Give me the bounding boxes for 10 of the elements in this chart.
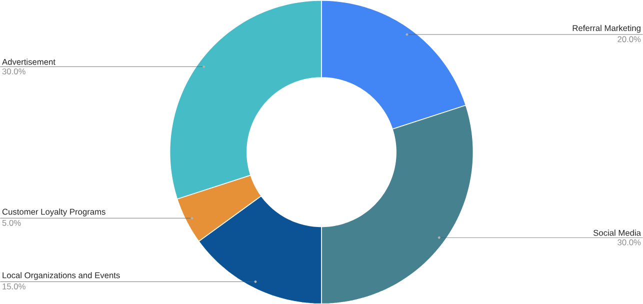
slice-label: Social Media (593, 230, 641, 236)
slice-label: Referral Marketing (572, 24, 640, 33)
data-label: 20.0% (618, 36, 641, 42)
slice-label: Customer Loyalty Programs (2, 208, 106, 216)
data-label: 30.0% (2, 68, 26, 74)
data-label: 30.0% (618, 239, 641, 246)
data-label: 15.0% (2, 283, 26, 290)
slice-label: Local Organizations and Events (2, 272, 120, 280)
slice-label: Advertisement (2, 58, 56, 65)
data-label: 5.0% (2, 220, 21, 226)
